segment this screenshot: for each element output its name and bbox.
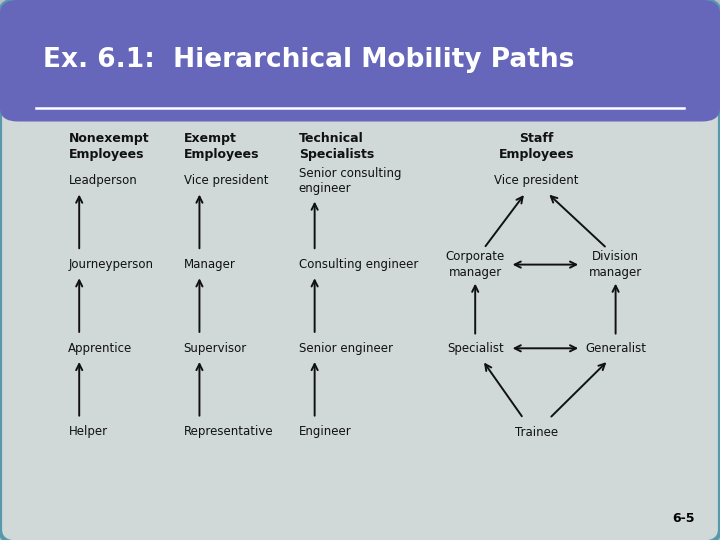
Text: Nonexempt
Employees: Nonexempt Employees	[68, 132, 149, 161]
Text: Consulting engineer: Consulting engineer	[299, 258, 418, 271]
Text: Technical
Specialists: Technical Specialists	[299, 132, 374, 161]
Text: Supervisor: Supervisor	[184, 342, 247, 355]
Text: Engineer: Engineer	[299, 426, 351, 438]
FancyBboxPatch shape	[18, 89, 702, 111]
Text: Manager: Manager	[184, 258, 235, 271]
Text: Apprentice: Apprentice	[68, 342, 132, 355]
Text: Specialist: Specialist	[447, 342, 503, 355]
Text: Staff
Employees: Staff Employees	[499, 132, 574, 161]
FancyBboxPatch shape	[0, 0, 720, 122]
Text: Vice president: Vice president	[494, 174, 579, 187]
Text: Leadperson: Leadperson	[68, 174, 137, 187]
Text: 6-5: 6-5	[672, 512, 695, 525]
Text: Exempt
Employees: Exempt Employees	[184, 132, 259, 161]
Text: Division
manager: Division manager	[589, 251, 642, 279]
Text: Corporate
manager: Corporate manager	[446, 251, 505, 279]
Text: Generalist: Generalist	[585, 342, 646, 355]
Text: Ex. 6.1:  Hierarchical Mobility Paths: Ex. 6.1: Hierarchical Mobility Paths	[43, 47, 575, 73]
Text: Representative: Representative	[184, 426, 273, 438]
Text: Helper: Helper	[68, 426, 107, 438]
Text: Journeyperson: Journeyperson	[68, 258, 153, 271]
Text: Trainee: Trainee	[515, 426, 558, 438]
Text: Senior consulting
engineer: Senior consulting engineer	[299, 167, 401, 195]
Text: Vice president: Vice president	[184, 174, 268, 187]
Text: Senior engineer: Senior engineer	[299, 342, 393, 355]
